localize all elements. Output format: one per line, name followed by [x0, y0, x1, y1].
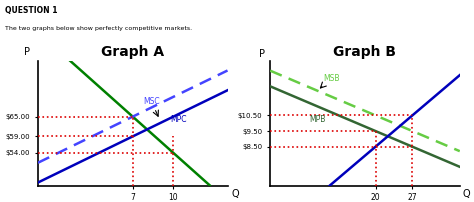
Text: The two graphs below show perfectly competitive markets.: The two graphs below show perfectly comp… [5, 26, 192, 31]
Title: Graph A: Graph A [101, 45, 164, 59]
Text: QUESTION 1: QUESTION 1 [5, 6, 57, 15]
Text: P: P [24, 47, 30, 57]
Text: Q: Q [463, 189, 470, 199]
Text: MSB: MSB [323, 74, 339, 83]
Text: MPB: MPB [310, 115, 326, 124]
Text: MSC: MSC [144, 97, 160, 106]
Title: Graph B: Graph B [334, 45, 396, 59]
Text: Q: Q [232, 189, 239, 199]
Text: MPC: MPC [171, 115, 187, 124]
Text: P: P [259, 49, 265, 59]
